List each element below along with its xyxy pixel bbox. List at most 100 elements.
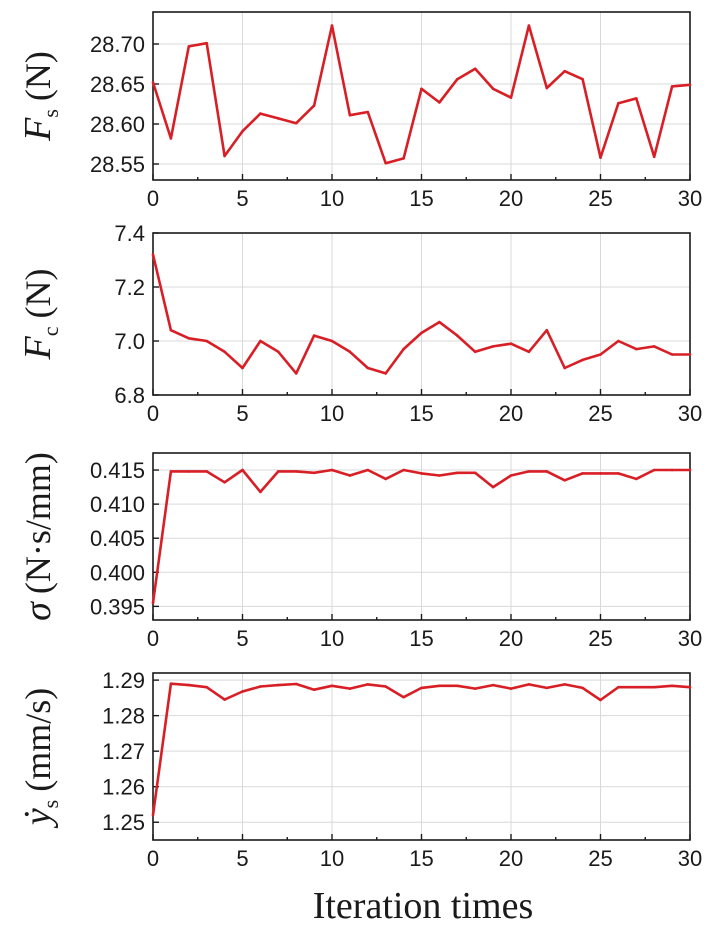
- data-point: [294, 470, 298, 473]
- data-point: [456, 77, 459, 81]
- data-point: [366, 110, 370, 114]
- data-point: [491, 683, 495, 687]
- data-point: [652, 345, 656, 348]
- data-point: [438, 101, 441, 104]
- data-point: [599, 156, 602, 159]
- data-point: [581, 686, 584, 690]
- data-point: [599, 698, 602, 702]
- data-point: [652, 468, 656, 472]
- data-point: [473, 350, 477, 354]
- data-point: [241, 468, 244, 472]
- x-tick-label: 10: [320, 846, 344, 871]
- data-point: [241, 690, 244, 693]
- y-axis-unit: (N): [18, 269, 58, 319]
- y-axis-unit: (mm/s): [18, 688, 58, 792]
- data-point: [545, 328, 549, 332]
- data-point: [473, 67, 477, 71]
- y-tick-label: 1.25: [102, 810, 145, 835]
- data-point: [563, 478, 566, 482]
- y-tick-label: 0.410: [90, 492, 145, 517]
- data-point: [509, 474, 513, 477]
- y-axis-label: σ (N·s/mm): [17, 452, 59, 621]
- data-point: [241, 129, 244, 133]
- x-axis-label: Iteration times: [313, 885, 534, 927]
- data-point: [509, 687, 513, 690]
- y-axis-subscript: s: [38, 109, 63, 118]
- data-point: [438, 474, 441, 477]
- data-point: [366, 366, 370, 370]
- y-axis-label: ẏs (mm/s): [17, 688, 63, 829]
- y-axis-subscript: c: [38, 326, 63, 336]
- data-point: [312, 334, 316, 337]
- data-point: [617, 339, 620, 343]
- x-tick-label: 30: [678, 626, 702, 651]
- data-point: [151, 601, 155, 605]
- x-tick-label: 20: [499, 846, 523, 871]
- x-tick-label: 25: [588, 626, 612, 651]
- x-tick-label: 5: [236, 846, 248, 871]
- data-point: [670, 684, 674, 688]
- data-point: [635, 347, 638, 351]
- data-point: [420, 331, 423, 335]
- x-tick-label: 20: [499, 401, 523, 426]
- y-tick-label: 0.405: [90, 526, 145, 551]
- y-axis-unit: (N·s/mm): [18, 452, 58, 594]
- x-tick-label: 10: [320, 626, 344, 651]
- plot-frame: [152, 232, 691, 396]
- data-point: [456, 334, 459, 337]
- y-tick-label: 28.55: [90, 152, 145, 177]
- x-tick-label: 10: [320, 401, 344, 426]
- data-point: [330, 24, 334, 27]
- data-point: [581, 472, 584, 475]
- data-point: [491, 87, 495, 91]
- x-tick-label: 15: [409, 846, 433, 871]
- data-point: [366, 683, 370, 686]
- x-tick-label: 20: [499, 186, 523, 211]
- data-point: [330, 684, 334, 688]
- data-point: [402, 157, 405, 160]
- y-tick-label: 0.400: [90, 560, 145, 585]
- data-point: [509, 342, 513, 346]
- x-tick-label: 5: [236, 186, 248, 211]
- data-point: [205, 470, 208, 473]
- data-point: [420, 686, 423, 690]
- data-point: [456, 684, 459, 688]
- data-point: [670, 85, 674, 88]
- plot-frame: [152, 452, 691, 621]
- data-point: [330, 468, 334, 472]
- data-point: [688, 685, 692, 689]
- data-point: [312, 688, 316, 691]
- data-point: [205, 339, 208, 343]
- data-point: [652, 155, 656, 159]
- x-tick-label: 25: [588, 846, 612, 871]
- data-point: [509, 96, 513, 99]
- data-point: [294, 682, 298, 686]
- data-point: [581, 77, 584, 81]
- data-point: [420, 87, 423, 91]
- y-axis-symbol: σ: [17, 601, 59, 621]
- data-point: [187, 45, 191, 48]
- data-point: [420, 472, 423, 475]
- data-point: [384, 685, 388, 688]
- data-point: [277, 470, 280, 473]
- data-point: [617, 101, 620, 105]
- data-point: [366, 468, 370, 472]
- data-point: [294, 372, 298, 375]
- x-tick-label: 5: [236, 401, 248, 426]
- x-tick-label: 25: [588, 401, 612, 426]
- x-tick-label: 30: [678, 186, 702, 211]
- data-point: [169, 328, 173, 332]
- data-point: [599, 353, 602, 356]
- y-axis-symbol: ẏ: [17, 808, 59, 829]
- data-point: [169, 682, 173, 685]
- data-point: [205, 41, 208, 45]
- data-point: [491, 345, 495, 348]
- y-axis-symbol: F: [17, 335, 59, 360]
- data-point: [473, 471, 477, 475]
- x-tick-label: 0: [147, 401, 159, 426]
- x-tick-label: 20: [499, 626, 523, 651]
- data-point: [688, 353, 692, 356]
- data-point: [187, 470, 191, 473]
- data-point: [241, 366, 244, 370]
